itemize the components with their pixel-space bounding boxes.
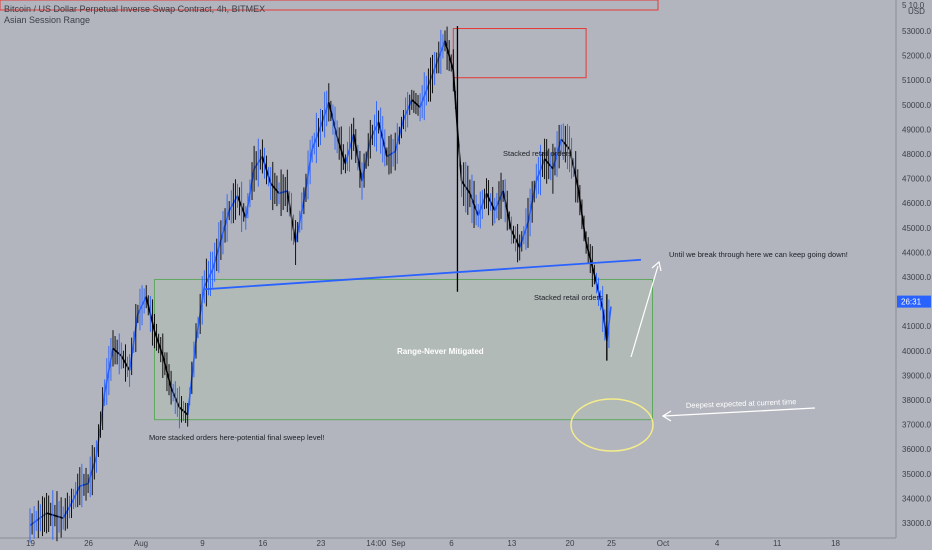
annotation-deepest: Deepest expected at current time <box>686 397 797 410</box>
x-tick-label: 18 <box>831 539 840 548</box>
y-tick-partial: 5 10.0 <box>902 1 925 10</box>
annotation-stacked-top: Stacked retail orders <box>503 149 572 158</box>
x-tick-label: 23 <box>317 539 326 548</box>
y-tick-label: 43000.0 <box>902 273 931 282</box>
trend-line[interactable] <box>204 258 642 291</box>
y-tick-label: 50000.0 <box>902 101 931 110</box>
deepest-arrow[interactable] <box>663 407 816 417</box>
x-tick-label: 6 <box>449 539 454 548</box>
up-arrow-head <box>651 260 662 272</box>
indicator-label[interactable]: Asian Session Range <box>4 15 91 25</box>
y-tick-label: 49000.0 <box>902 125 931 134</box>
y-tick-label: 34000.0 <box>902 494 931 503</box>
y-tick-label: 53000.0 <box>902 27 931 36</box>
x-tick-label: Oct <box>657 539 670 548</box>
deepest-arrow-head <box>661 410 672 422</box>
x-tick-label: 16 <box>258 539 267 548</box>
x-tick-label: 19 <box>26 539 35 548</box>
annotation-range: Range-Never Mitigated <box>397 347 484 356</box>
annotation-stacked-mid: Stacked retail orders <box>534 293 603 302</box>
x-tick-label: 25 <box>607 539 616 548</box>
y-tick-label: 48000.0 <box>902 150 931 159</box>
deepest-ellipse[interactable] <box>570 398 654 452</box>
annotation-sweep: More stacked orders here-potential final… <box>149 433 325 442</box>
y-tick-label: 35000.0 <box>902 470 931 479</box>
y-tick-label: 44000.0 <box>902 248 931 257</box>
y-tick-label: 38000.0 <box>902 396 931 405</box>
y-tick-label: 39000.0 <box>902 371 931 380</box>
y-tick-label: 47000.0 <box>902 175 931 184</box>
x-tick-label: 14:00 <box>366 539 387 548</box>
chart-header: Bitcoin / US Dollar Perpetual Inverse Sw… <box>4 4 265 26</box>
x-tick-label: 20 <box>566 539 575 548</box>
x-tick-label: 26 <box>84 539 93 548</box>
x-tick-label: 13 <box>507 539 516 548</box>
current-price-tag[interactable] <box>897 295 931 308</box>
y-tick-label: 45000.0 <box>902 224 931 233</box>
y-tick-label: 41000.0 <box>902 322 931 331</box>
price-series <box>29 26 612 543</box>
y-tick-label: 33000.0 <box>902 519 931 528</box>
y-tick-label: 52000.0 <box>902 52 931 61</box>
x-tick-label: 4 <box>715 539 720 548</box>
y-tick-label: 51000.0 <box>902 76 931 85</box>
symbol-title[interactable]: Bitcoin / US Dollar Perpetual Inverse Sw… <box>4 4 266 14</box>
currency-label: USD <box>908 7 925 16</box>
x-tick-label: Aug <box>134 539 148 548</box>
y-tick-label: 40000.0 <box>902 347 931 356</box>
range-box <box>154 278 653 421</box>
red-zone-box <box>452 28 587 79</box>
y-tick-label: 36000.0 <box>902 445 931 454</box>
annotation-break-through: Until we break through here we can keep … <box>669 250 848 259</box>
current-price-tag-label: 26:31 <box>901 298 922 307</box>
up-arrow[interactable] <box>630 265 659 358</box>
top-red-band <box>0 0 659 11</box>
y-tick-label: 37000.0 <box>902 421 931 430</box>
y-tick-label: 46000.0 <box>902 199 931 208</box>
x-tick-label: 9 <box>200 539 205 548</box>
x-tick-label: Sep <box>391 539 406 548</box>
x-tick-label: 11 <box>773 539 782 548</box>
